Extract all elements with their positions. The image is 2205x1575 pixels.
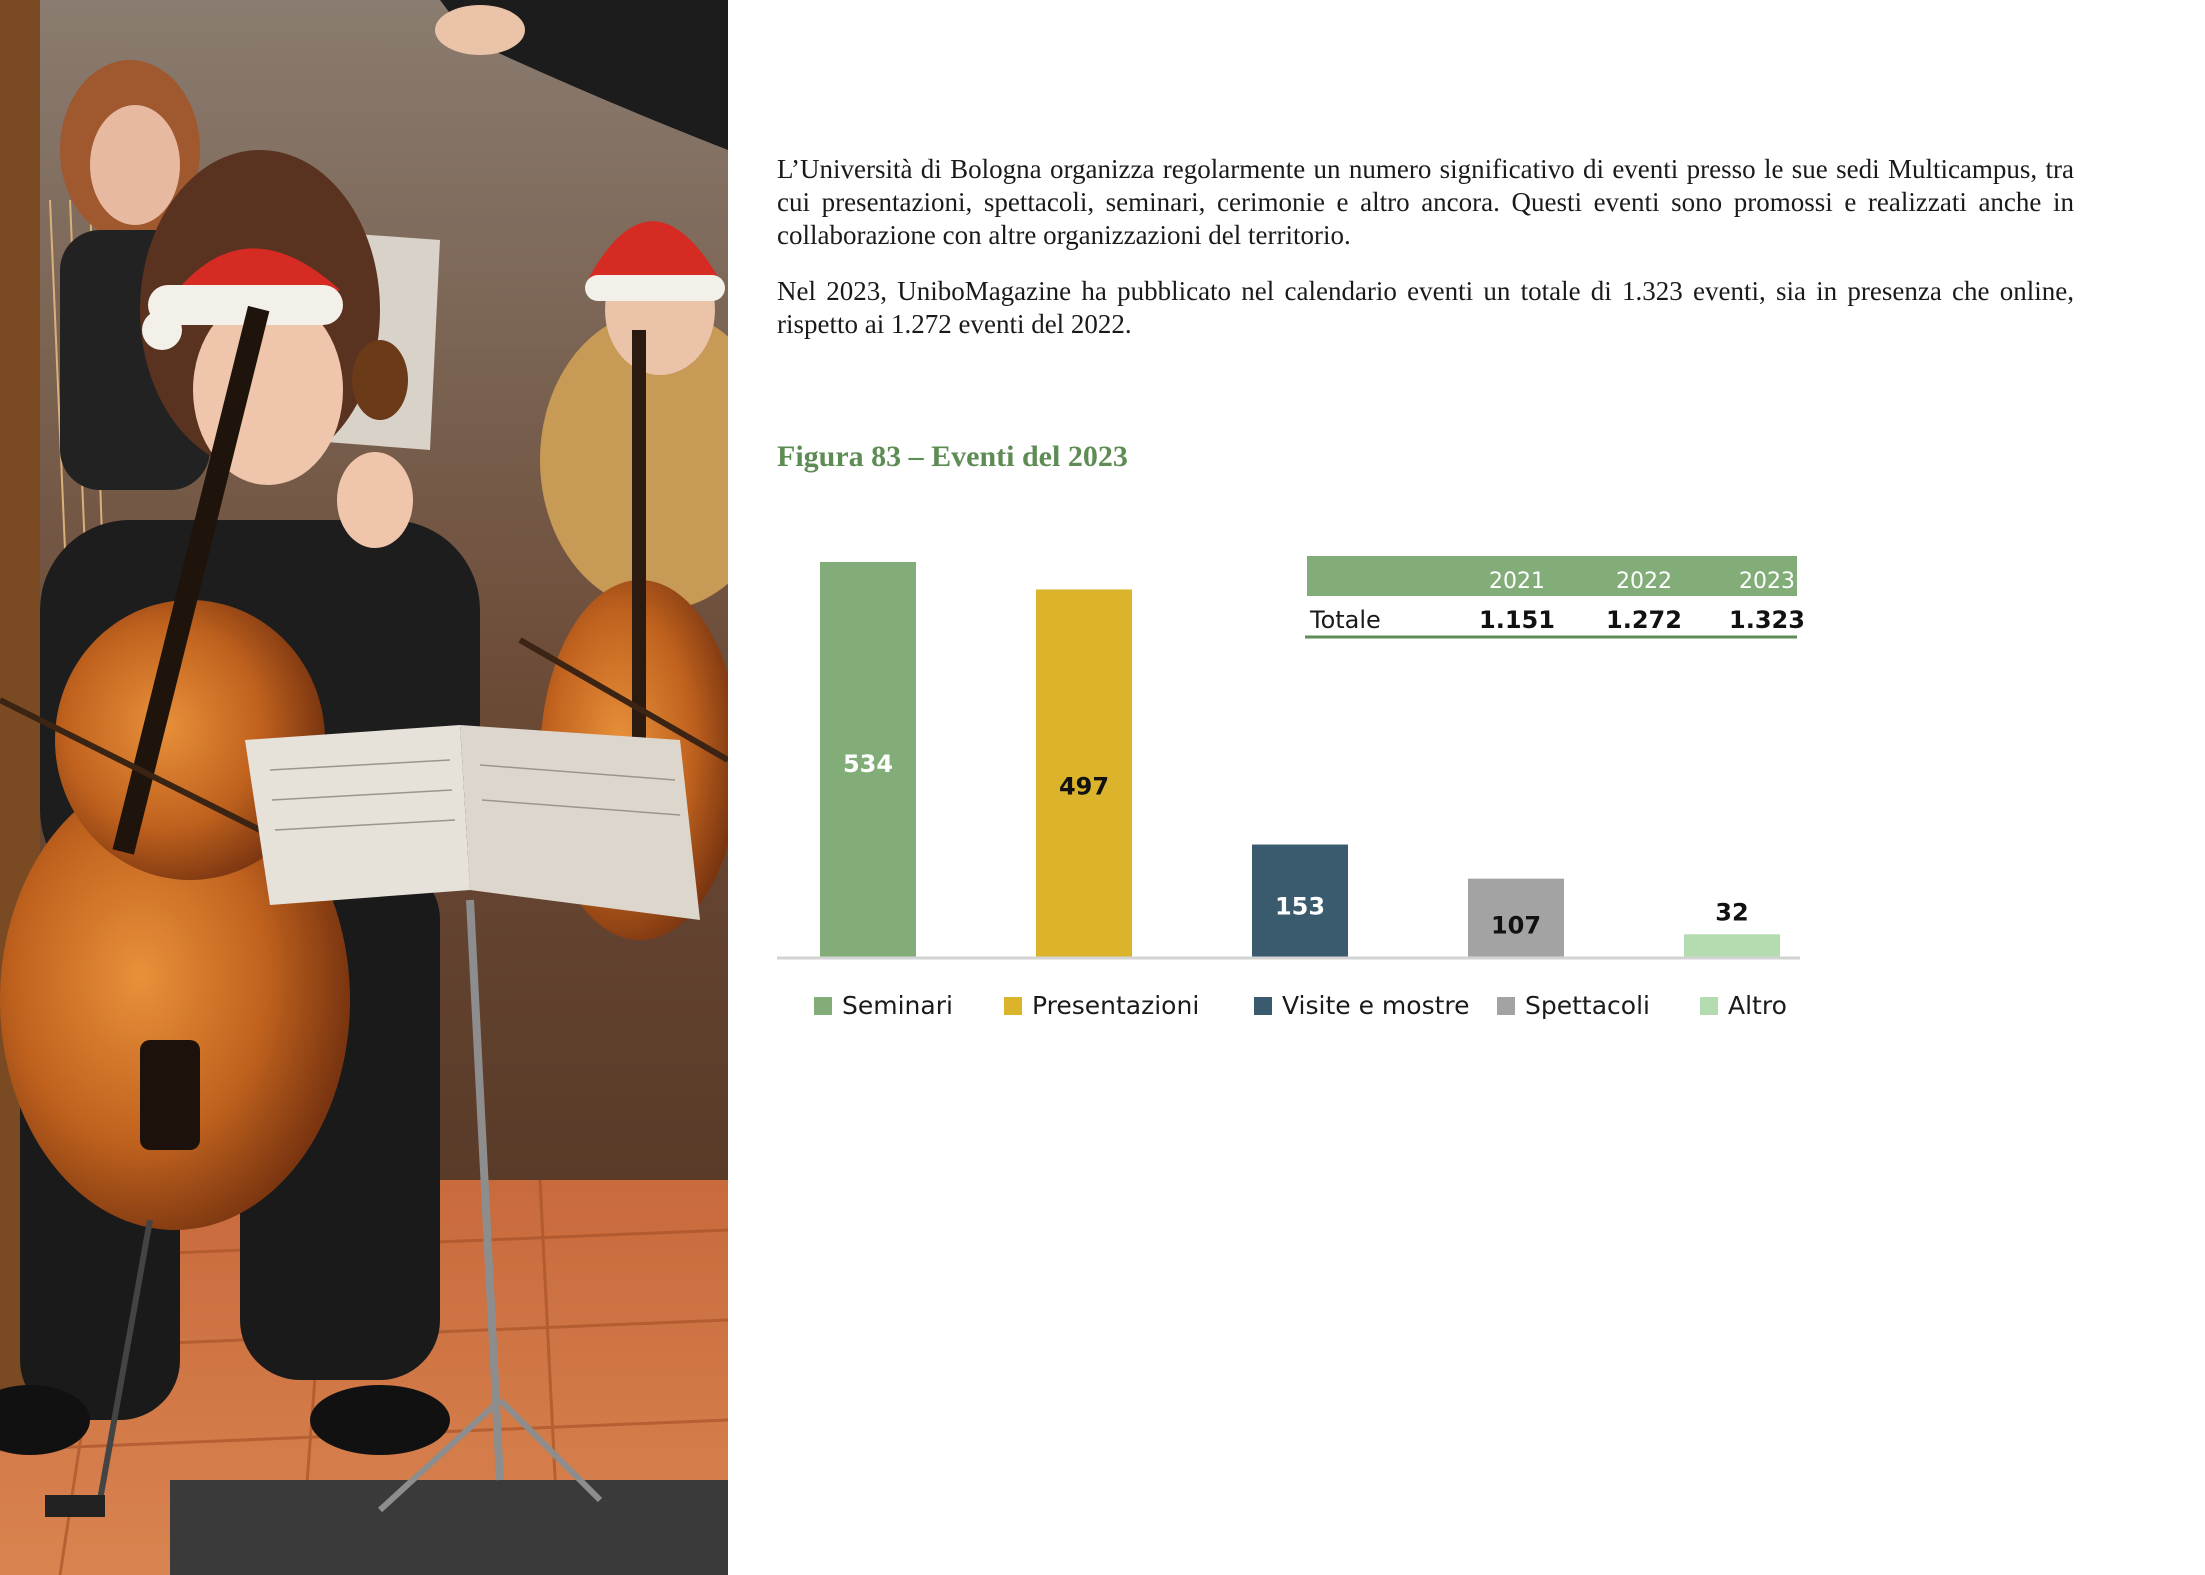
table-cell-2023: 1.323 <box>1729 606 1805 634</box>
bar-visite-e-mostre <box>1252 844 1348 958</box>
table-header-row <box>1307 556 1797 596</box>
chart-svg: 534 497 153 107 32 Seminari Presentazioni Visi… <box>777 556 1805 1020</box>
legend-label-presentazioni: Presentazioni <box>1032 991 1199 1020</box>
legend-swatch-altro <box>1700 997 1718 1015</box>
bars-group: 534 497 153 107 32 <box>820 562 1780 958</box>
data-label-seminari: 534 <box>843 750 893 778</box>
table-row-label: Totale <box>1309 606 1381 634</box>
legend-swatch-presentazioni <box>1004 997 1022 1015</box>
table-cell-2021: 1.151 <box>1479 606 1555 634</box>
bar-altro <box>1684 934 1780 958</box>
events-bar-chart: 534 497 153 107 32 Seminari Presentazioni Visi… <box>760 520 1860 1040</box>
table-header-2021: 2021 <box>1489 569 1545 594</box>
table-header-2022: 2022 <box>1616 569 1672 594</box>
legend-label-spettacoli: Spettacoli <box>1525 991 1650 1020</box>
table-cell-2022: 1.272 <box>1606 606 1682 634</box>
data-label-visite-e-mostre: 153 <box>1275 893 1325 921</box>
data-label-altro: 32 <box>1715 898 1748 926</box>
legend-swatch-visite-e-mostre <box>1254 997 1272 1015</box>
bar-spettacoli <box>1468 878 1564 958</box>
data-label-spettacoli: 107 <box>1491 912 1541 940</box>
intro-paragraph: L’Università di Bologna organizza regola… <box>777 154 2074 250</box>
orchestra-cellists-photo <box>0 0 728 1575</box>
events-total-paragraph: Nel 2023, UniboMagazine ha pubblicato ne… <box>777 276 2074 339</box>
legend: Seminari Presentazioni Visite e mostre Spet… <box>814 991 1787 1020</box>
figure-title: Figura 83 – Eventi del 2023 <box>777 440 1128 473</box>
bar-presentazioni <box>1036 589 1132 958</box>
legend-label-seminari: Seminari <box>842 991 953 1020</box>
totals-table: 2021 2022 2023 Totale 1.151 1.272 1.323 <box>1305 556 1805 639</box>
orchestra-photo <box>0 0 728 1575</box>
legend-label-visite-e-mostre: Visite e mostre <box>1282 991 1470 1020</box>
table-header-2023: 2023 <box>1739 569 1795 594</box>
legend-label-altro: Altro <box>1728 991 1787 1020</box>
legend-swatch-seminari <box>814 997 832 1015</box>
data-label-presentazioni: 497 <box>1059 772 1109 800</box>
legend-swatch-spettacoli <box>1497 997 1515 1015</box>
bar-seminari <box>820 562 916 958</box>
